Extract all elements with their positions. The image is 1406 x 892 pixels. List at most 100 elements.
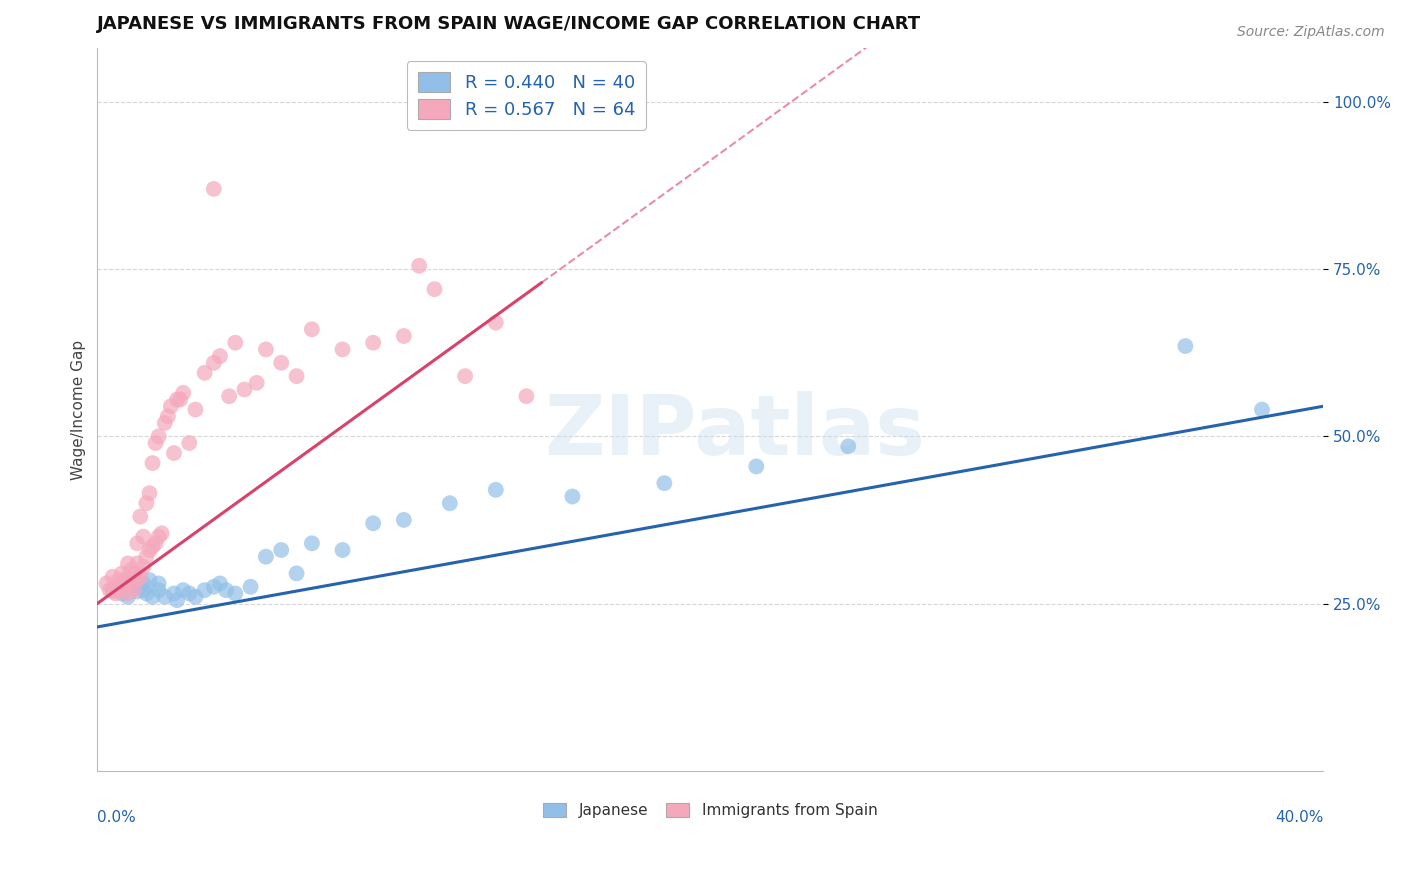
Text: 0.0%: 0.0%: [97, 811, 136, 825]
Point: [1251, 402, 1274, 417]
Point: [153, 590, 176, 604]
Point: [179, 586, 201, 600]
Point: [654, 476, 676, 491]
Point: [117, 576, 139, 591]
Point: [1174, 339, 1197, 353]
Point: [132, 530, 155, 544]
Point: [361, 516, 384, 531]
Point: [745, 459, 768, 474]
Point: [148, 576, 170, 591]
Point: [160, 399, 183, 413]
Point: [194, 366, 217, 380]
Point: [163, 446, 186, 460]
Point: [184, 402, 207, 417]
Point: [107, 573, 129, 587]
Point: [166, 593, 188, 607]
Point: [127, 557, 149, 571]
Point: [153, 416, 176, 430]
Point: [837, 439, 859, 453]
Point: [218, 389, 240, 403]
Point: [163, 586, 186, 600]
Point: [332, 343, 354, 357]
Point: [148, 583, 170, 598]
Point: [122, 566, 145, 581]
Point: [301, 322, 323, 336]
Point: [270, 356, 292, 370]
Point: [117, 557, 139, 571]
Point: [148, 429, 170, 443]
Point: [145, 436, 167, 450]
Text: Source: ZipAtlas.com: Source: ZipAtlas.com: [1237, 25, 1385, 39]
Point: [101, 570, 124, 584]
Point: [215, 583, 238, 598]
Point: [127, 536, 149, 550]
Point: [184, 590, 207, 604]
Text: ZIPatlas: ZIPatlas: [544, 391, 925, 472]
Point: [392, 329, 415, 343]
Point: [454, 369, 477, 384]
Point: [408, 259, 430, 273]
Point: [150, 526, 173, 541]
Point: [141, 590, 163, 604]
Point: [515, 389, 537, 403]
Point: [117, 590, 139, 604]
Point: [156, 409, 179, 424]
Point: [148, 530, 170, 544]
Point: [132, 559, 155, 574]
Point: [485, 316, 508, 330]
Point: [208, 576, 231, 591]
Point: [561, 490, 583, 504]
Point: [246, 376, 269, 390]
Point: [172, 583, 194, 598]
Point: [179, 436, 201, 450]
Point: [111, 586, 134, 600]
Point: [145, 536, 167, 550]
Point: [141, 456, 163, 470]
Point: [117, 586, 139, 600]
Point: [254, 343, 277, 357]
Point: [423, 282, 446, 296]
Point: [132, 576, 155, 591]
Point: [98, 583, 121, 598]
Point: [111, 583, 134, 598]
Point: [270, 543, 292, 558]
Point: [114, 576, 136, 591]
Y-axis label: Wage/Income Gap: Wage/Income Gap: [72, 340, 86, 480]
Point: [202, 580, 225, 594]
Point: [101, 583, 124, 598]
Point: [439, 496, 461, 510]
Point: [361, 335, 384, 350]
Point: [96, 576, 118, 591]
Point: [392, 513, 415, 527]
Point: [127, 584, 149, 599]
Point: [117, 570, 139, 584]
Point: [194, 583, 217, 598]
Point: [135, 496, 157, 510]
Text: JAPANESE VS IMMIGRANTS FROM SPAIN WAGE/INCOME GAP CORRELATION CHART: JAPANESE VS IMMIGRANTS FROM SPAIN WAGE/I…: [97, 15, 921, 33]
Point: [172, 385, 194, 400]
Point: [101, 584, 124, 599]
Point: [129, 570, 152, 584]
Legend: Japanese, Immigrants from Spain: Japanese, Immigrants from Spain: [537, 797, 883, 824]
Point: [141, 540, 163, 554]
Point: [111, 566, 134, 581]
Point: [485, 483, 508, 497]
Point: [301, 536, 323, 550]
Point: [285, 566, 308, 581]
Point: [169, 392, 191, 407]
Point: [122, 583, 145, 598]
Point: [120, 576, 142, 591]
Point: [138, 486, 160, 500]
Point: [135, 586, 157, 600]
Point: [224, 586, 246, 600]
Point: [104, 586, 127, 600]
Point: [332, 543, 354, 558]
Point: [208, 349, 231, 363]
Point: [254, 549, 277, 564]
Point: [285, 369, 308, 384]
Point: [233, 383, 256, 397]
Point: [138, 543, 160, 558]
Text: 40.0%: 40.0%: [1275, 811, 1323, 825]
Point: [135, 549, 157, 564]
Point: [166, 392, 188, 407]
